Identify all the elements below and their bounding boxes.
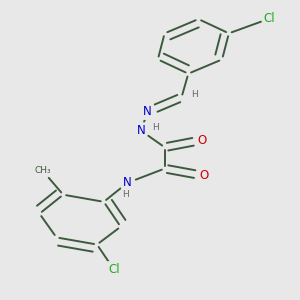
Text: H: H	[123, 190, 129, 199]
Text: N: N	[143, 105, 152, 118]
Text: N: N	[123, 176, 132, 189]
Text: Cl: Cl	[264, 12, 275, 25]
Text: O: O	[197, 134, 206, 147]
Text: Cl: Cl	[108, 263, 120, 276]
Text: H: H	[152, 122, 159, 131]
Text: N: N	[136, 124, 145, 137]
Text: CH₃: CH₃	[34, 167, 51, 176]
Text: O: O	[199, 169, 208, 182]
Text: H: H	[192, 90, 198, 99]
